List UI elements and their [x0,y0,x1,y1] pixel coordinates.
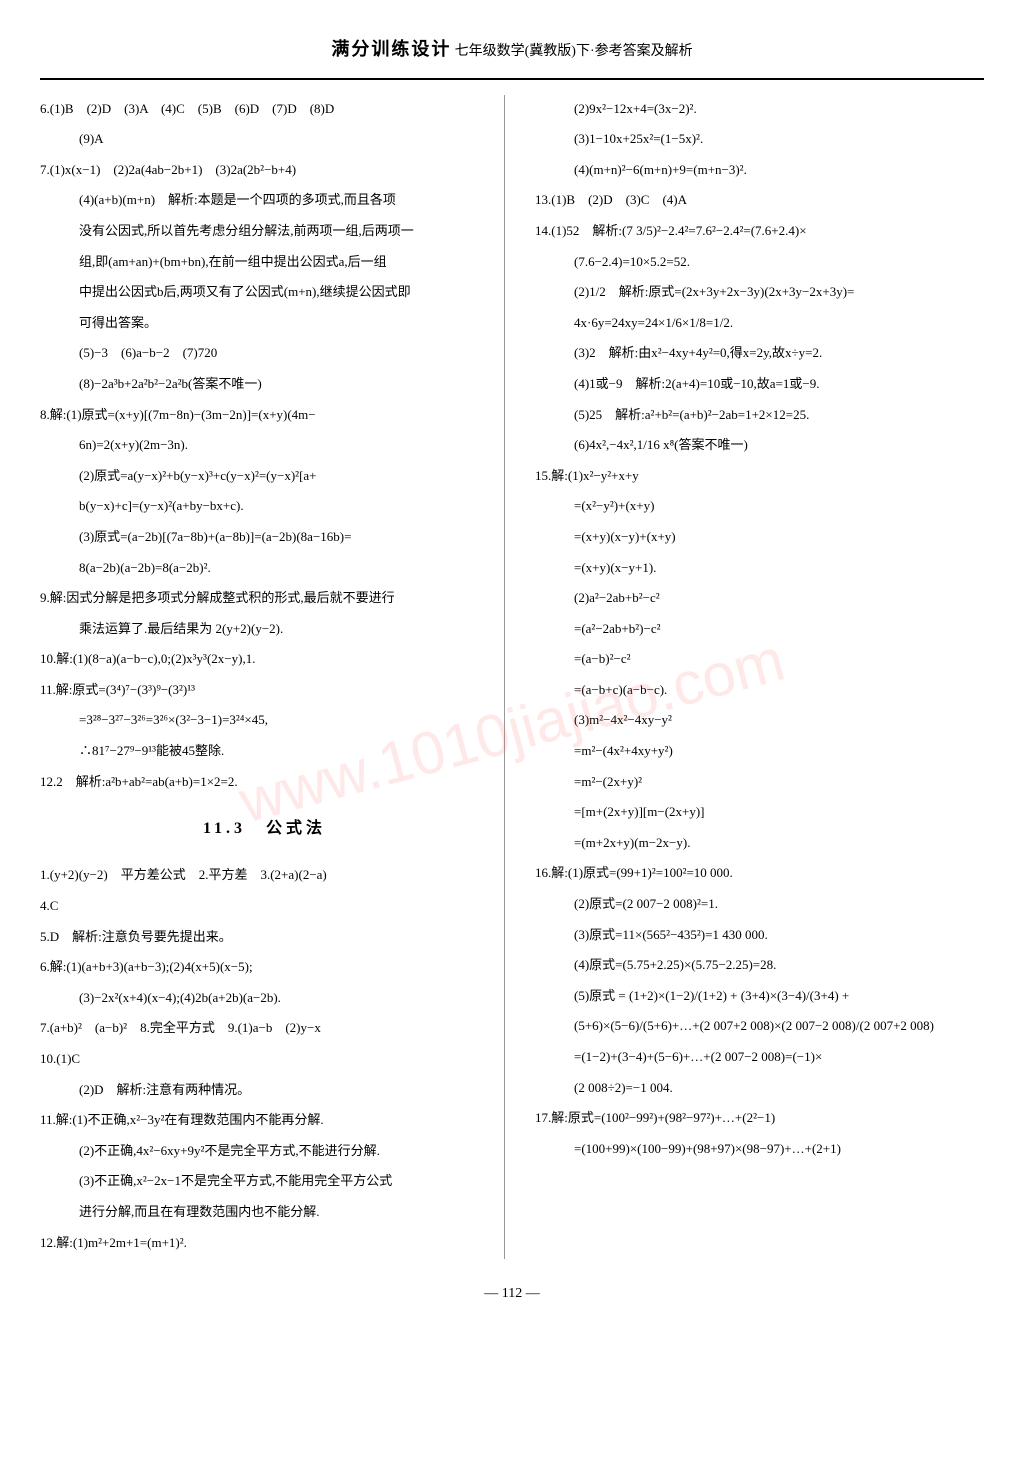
text-line: (7.6−2.4)=10×5.2=52. [535,248,984,277]
text-line: 6.(1)B (2)D (3)A (4)C (5)B (6)D (7)D (8)… [40,95,489,124]
text-line: 7.(1)x(x−1) (2)2a(4ab−2b+1) (3)2a(2b²−b+… [40,156,489,185]
text-line: 13.(1)B (2)D (3)C (4)A [535,186,984,215]
text-line: 组,即(am+an)+(bm+bn),在前一组中提出公因式a,后一组 [40,248,489,277]
text-line: (2)a²−2ab+b²−c² [535,584,984,613]
text-line: ∴81⁷−27⁹−9¹³能被45整除. [40,737,489,766]
text-line: (3)−2x²(x+4)(x−4);(4)2b(a+2b)(a−2b). [40,984,489,1013]
header-subtitle: 七年级数学(冀教版)下·参考答案及解析 [455,44,693,59]
header-title: 满分训练设计 [331,39,451,59]
section-title: 11.3 公式法 [40,811,489,846]
text-line: 14.(1)52 解析:(7 3/5)²−2.4²=7.6²−2.4²=(7.6… [535,217,984,246]
text-line: (4)1或−9 解析:2(a+4)=10或−10,故a=1或−9. [535,370,984,399]
text-line: 10.(1)C [40,1045,489,1074]
text-line: (2 008÷2)=−1 004. [535,1074,984,1103]
text-line: =(1−2)+(3−4)+(5−6)+…+(2 007−2 008)=(−1)× [535,1043,984,1072]
text-line: 8.解:(1)原式=(x+y)[(7m−8n)−(3m−2n)]=(x+y)(4… [40,401,489,430]
text-line: 6.解:(1)(a+b+3)(a+b−3);(2)4(x+5)(x−5); [40,953,489,982]
text-line: =(100+99)×(100−99)+(98+97)×(98−97)+…+(2+… [535,1135,984,1164]
text-line: 6n)=2(x+y)(2m−3n). [40,431,489,460]
text-line: 12.解:(1)m²+2m+1=(m+1)². [40,1229,489,1258]
text-line: =3²⁸−3²⁷−3²⁶=3²⁶×(3²−3−1)=3²⁴×45, [40,706,489,735]
text-line: 中提出公因式b后,两项又有了公因式(m+n),继续提公因式即 [40,278,489,307]
text-line: =(x²−y²)+(x+y) [535,492,984,521]
text-line: 可得出答案。 [40,309,489,338]
text-line: (3)原式=11×(565²−435²)=1 430 000. [535,921,984,950]
right-column: (2)9x²−12x+4=(3x−2)². (3)1−10x+25x²=(1−5… [525,95,984,1260]
text-line: (5)原式 = (1+2)×(1−2)/(1+2) + (3+4)×(3−4)/… [535,982,984,1011]
text-line: 15.解:(1)x²−y²+x+y [535,462,984,491]
text-line: 12.2 解析:a²b+ab²=ab(a+b)=1×2=2. [40,768,489,797]
text-line: (8)−2a³b+2a²b²−2a²b(答案不唯一) [40,370,489,399]
text-line: (3)原式=(a−2b)[(7a−8b)+(a−8b)]=(a−2b)(8a−1… [40,523,489,552]
text-line: (3)2 解析:由x²−4xy+4y²=0,得x=2y,故x÷y=2. [535,339,984,368]
text-line: 16.解:(1)原式=(99+1)²=100²=10 000. [535,859,984,888]
text-line: b(y−x)+c]=(y−x)²(a+by−bx+c). [40,492,489,521]
text-line: =(a−b+c)(a−b−c). [535,676,984,705]
text-line: =m²−(4x²+4xy+y²) [535,737,984,766]
text-line: (4)(m+n)²−6(m+n)+9=(m+n−3)². [535,156,984,185]
text-line: (2)原式=(2 007−2 008)²=1. [535,890,984,919]
text-line: =m²−(2x+y)² [535,768,984,797]
text-line: 9.解:因式分解是把多项式分解成整式积的形式,最后就不要进行 [40,584,489,613]
text-line: (2)D 解析:注意有两种情况。 [40,1076,489,1105]
text-line: =(x+y)(x−y)+(x+y) [535,523,984,552]
text-line: (3)1−10x+25x²=(1−5x)². [535,125,984,154]
text-line: (3)m²−4x²−4xy−y² [535,706,984,735]
text-line: (2)原式=a(y−x)²+b(y−x)³+c(y−x)²=(y−x)²[a+ [40,462,489,491]
text-line: (4)原式=(5.75+2.25)×(5.75−2.25)=28. [535,951,984,980]
text-line: (2)1/2 解析:原式=(2x+3y+2x−3y)(2x+3y−2x+3y)= [535,278,984,307]
text-line: 4.C [40,892,489,921]
text-line: =(m+2x+y)(m−2x−y). [535,829,984,858]
text-line: (5+6)×(5−6)/(5+6)+…+(2 007+2 008)×(2 007… [535,1012,984,1041]
text-line: (5)25 解析:a²+b²=(a+b)²−2ab=1+2×12=25. [535,401,984,430]
text-line: 进行分解,而且在有理数范围内也不能分解. [40,1198,489,1227]
text-line: (2)不正确,4x²−6xy+9y²不是完全平方式,不能进行分解. [40,1137,489,1166]
text-line: 7.(a+b)² (a−b)² 8.完全平方式 9.(1)a−b (2)y−x [40,1014,489,1043]
text-line: (3)不正确,x²−2x−1不是完全平方式,不能用完全平方公式 [40,1167,489,1196]
text-line: (5)−3 (6)a−b−2 (7)720 [40,339,489,368]
text-line: 1.(y+2)(y−2) 平方差公式 2.平方差 3.(2+a)(2−a) [40,861,489,890]
text-line: 没有公因式,所以首先考虑分组分解法,前两项一组,后两项一 [40,217,489,246]
text-line: 5.D 解析:注意负号要先提出来。 [40,923,489,952]
text-line: (6)4x²,−4x²,1/16 x⁸(答案不唯一) [535,431,984,460]
text-line: 乘法运算了.最后结果为 2(y+2)(y−2). [40,615,489,644]
text-line: 8(a−2b)(a−2b)=8(a−2b)². [40,554,489,583]
text-line: 17.解:原式=(100²−99²)+(98²−97²)+…+(2²−1) [535,1104,984,1133]
text-line: (9)A [40,125,489,154]
page-number: 112 [502,1286,522,1301]
text-line: 10.解:(1)(8−a)(a−b−c),0;(2)x³y³(2x−y),1. [40,645,489,674]
text-line: =[m+(2x+y)][m−(2x+y)] [535,798,984,827]
page-header: 满分训练设计 七年级数学(冀教版)下·参考答案及解析 [40,30,984,80]
text-line: =(a²−2ab+b²)−c² [535,615,984,644]
text-line: =(x+y)(x−y+1). [535,554,984,583]
text-line: 11.解:(1)不正确,x²−3y²在有理数范围内不能再分解. [40,1106,489,1135]
text-line: =(a−b)²−c² [535,645,984,674]
text-line: (2)9x²−12x+4=(3x−2)². [535,95,984,124]
text-line: (4)(a+b)(m+n) 解析:本题是一个四项的多项式,而且各项 [40,186,489,215]
left-column: 6.(1)B (2)D (3)A (4)C (5)B (6)D (7)D (8)… [40,95,505,1260]
content-area: 6.(1)B (2)D (3)A (4)C (5)B (6)D (7)D (8)… [40,95,984,1260]
text-line: 11.解:原式=(3⁴)⁷−(3³)⁹−(3²)¹³ [40,676,489,705]
text-line: 4x·6y=24xy=24×1/6×1/8=1/2. [535,309,984,338]
page-footer: — 112 — [40,1279,984,1310]
